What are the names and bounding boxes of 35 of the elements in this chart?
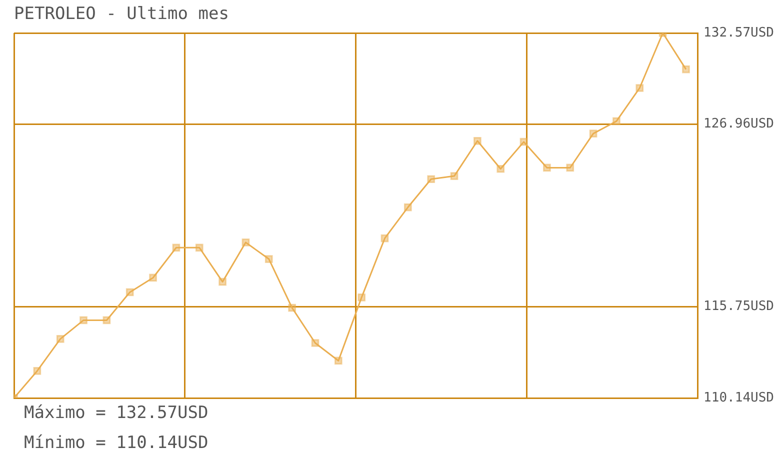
point — [589, 130, 598, 138]
point — [102, 316, 111, 324]
point — [80, 316, 88, 324]
point — [195, 244, 204, 252]
point — [126, 288, 134, 296]
text: Máximo = 132.57USD — [24, 402, 208, 425]
point — [450, 172, 458, 180]
text: Mínimo = 110.14USD — [24, 432, 208, 455]
point — [172, 244, 180, 252]
point — [474, 136, 482, 145]
point — [427, 175, 436, 184]
point — [56, 335, 64, 343]
point — [636, 84, 644, 92]
point — [404, 203, 412, 212]
point — [33, 367, 42, 375]
point — [288, 304, 296, 312]
point — [612, 117, 620, 126]
point — [218, 278, 226, 286]
point — [149, 274, 157, 282]
y-tick-label: 126.96USD — [704, 116, 774, 132]
point — [264, 255, 273, 263]
point — [311, 339, 320, 347]
point — [358, 294, 366, 302]
point — [543, 164, 551, 172]
y-tick-label: 115.75USD — [704, 299, 774, 314]
y-tick-label: 110.14USD — [704, 390, 774, 406]
point — [566, 164, 574, 172]
y-tick-label: 132.57USD — [704, 25, 774, 40]
point — [682, 65, 690, 74]
point — [334, 356, 342, 365]
point — [496, 164, 505, 173]
point — [380, 234, 389, 242]
chart-title: PETROLEO - Ultimo mes — [14, 4, 229, 24]
point — [520, 138, 528, 146]
point — [242, 238, 250, 246]
